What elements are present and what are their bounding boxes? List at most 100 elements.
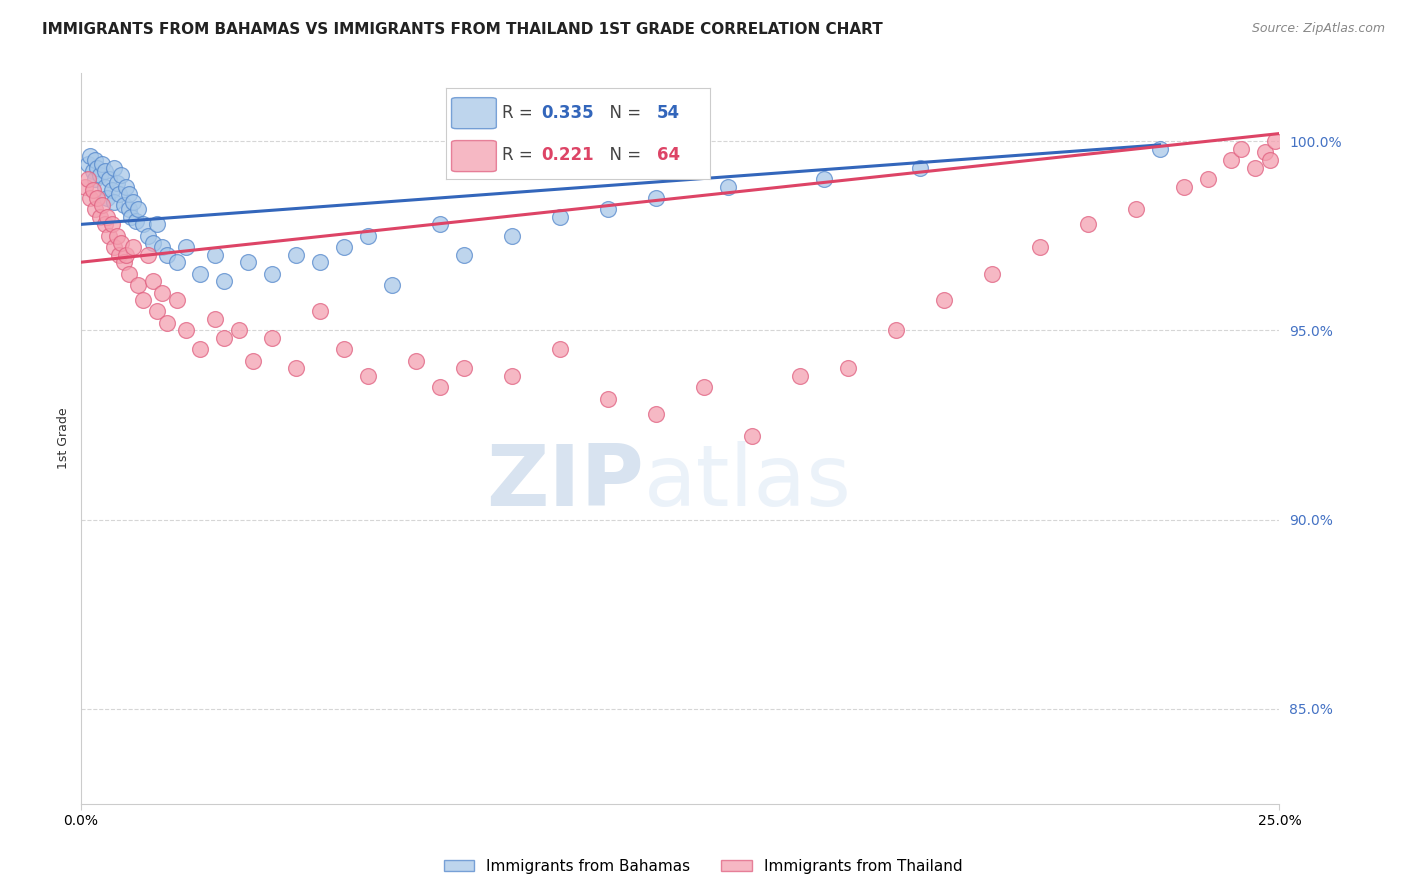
Point <box>141 274 163 288</box>
Point <box>453 248 475 262</box>
Point <box>79 191 101 205</box>
Point <box>150 285 173 300</box>
Point <box>117 267 139 281</box>
Point <box>214 331 236 345</box>
Point <box>120 210 142 224</box>
Point <box>333 240 356 254</box>
Point <box>86 161 108 175</box>
Point <box>91 157 114 171</box>
Point <box>84 172 107 186</box>
Point <box>79 149 101 163</box>
Point <box>82 183 104 197</box>
Point <box>122 240 145 254</box>
Point <box>84 153 107 167</box>
Point <box>115 248 138 262</box>
Text: IMMIGRANTS FROM BAHAMAS VS IMMIGRANTS FROM THAILAND 1ST GRADE CORRELATION CHART: IMMIGRANTS FROM BAHAMAS VS IMMIGRANTS FR… <box>42 22 883 37</box>
Point <box>127 277 149 292</box>
Point <box>82 164 104 178</box>
Point <box>309 304 332 318</box>
Point <box>908 161 931 175</box>
Point <box>190 343 212 357</box>
Point <box>884 323 907 337</box>
Point <box>238 255 260 269</box>
Point <box>693 380 716 394</box>
Point <box>309 255 332 269</box>
Text: ZIP: ZIP <box>486 441 644 524</box>
Point <box>214 274 236 288</box>
Point <box>190 267 212 281</box>
Point <box>501 228 523 243</box>
Point <box>1258 153 1281 167</box>
Point <box>596 392 619 406</box>
Point <box>103 194 125 209</box>
Point <box>285 248 308 262</box>
Point <box>932 293 955 307</box>
Point <box>132 293 155 307</box>
Y-axis label: 1st Grade: 1st Grade <box>58 408 70 469</box>
Point <box>110 236 132 251</box>
Point <box>1028 240 1050 254</box>
Point <box>242 353 264 368</box>
Point <box>166 255 188 269</box>
Point <box>122 194 145 209</box>
Point <box>146 304 169 318</box>
Point <box>100 183 122 197</box>
Point <box>96 191 118 205</box>
Point <box>645 407 668 421</box>
Point <box>1244 161 1267 175</box>
Point <box>717 179 740 194</box>
Point <box>429 218 451 232</box>
Point <box>1077 218 1099 232</box>
Point <box>96 210 118 224</box>
Point <box>103 240 125 254</box>
Point <box>93 164 115 178</box>
Point <box>204 312 226 326</box>
Point <box>1197 172 1219 186</box>
Point <box>1220 153 1243 167</box>
Point <box>105 176 128 190</box>
Point <box>596 202 619 217</box>
Point <box>789 368 811 383</box>
Point <box>117 187 139 202</box>
Point <box>136 228 159 243</box>
Point <box>204 248 226 262</box>
Point <box>453 361 475 376</box>
Point <box>86 191 108 205</box>
Point <box>98 172 121 186</box>
Point <box>125 213 148 227</box>
Point <box>174 323 197 337</box>
Text: atlas: atlas <box>644 441 852 524</box>
Point <box>89 210 111 224</box>
Point <box>262 267 284 281</box>
Point <box>548 210 571 224</box>
Point <box>150 240 173 254</box>
Point <box>89 168 111 182</box>
Point <box>112 198 135 212</box>
Point <box>548 343 571 357</box>
Point <box>156 248 179 262</box>
Legend: Immigrants from Bahamas, Immigrants from Thailand: Immigrants from Bahamas, Immigrants from… <box>437 853 969 880</box>
Point <box>262 331 284 345</box>
Point <box>93 179 115 194</box>
Point <box>112 255 135 269</box>
Point <box>429 380 451 394</box>
Point <box>108 248 131 262</box>
Point <box>93 218 115 232</box>
Text: Source: ZipAtlas.com: Source: ZipAtlas.com <box>1251 22 1385 36</box>
Point <box>1149 142 1171 156</box>
Point <box>1173 179 1195 194</box>
Point <box>285 361 308 376</box>
Point <box>103 161 125 175</box>
Point <box>76 172 98 186</box>
Point <box>1254 145 1277 160</box>
Point <box>146 218 169 232</box>
Point <box>357 228 380 243</box>
Point <box>813 172 835 186</box>
Point <box>115 179 138 194</box>
Point <box>105 228 128 243</box>
Point <box>645 191 668 205</box>
Point <box>228 323 250 337</box>
Point <box>1264 134 1286 148</box>
Point <box>405 353 427 368</box>
Point <box>980 267 1002 281</box>
